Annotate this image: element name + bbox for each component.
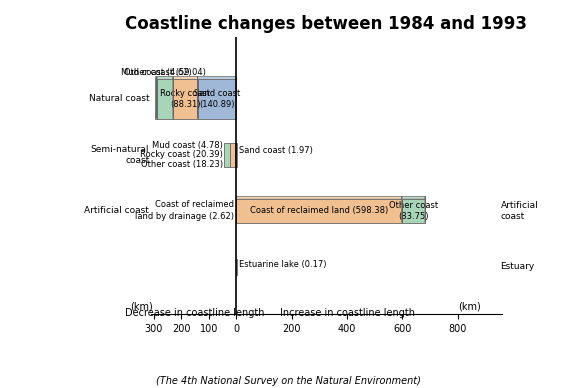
Text: (The 4th National Survey on the Natural Environment): (The 4th National Survey on the Natural … — [156, 376, 420, 386]
Text: Increase in coastline length: Increase in coastline length — [279, 308, 415, 318]
Text: Sand coast
(140.89): Sand coast (140.89) — [194, 89, 240, 109]
Bar — [402, 199, 425, 223]
Bar — [235, 143, 237, 167]
Text: Natural coast: Natural coast — [89, 94, 149, 104]
Text: Rocky coast
(88.31): Rocky coast (88.31) — [160, 89, 210, 109]
Polygon shape — [156, 76, 157, 79]
Text: Other coast (59.04): Other coast (59.04) — [124, 68, 206, 77]
Text: Estuarine lake (0.17): Estuarine lake (0.17) — [238, 260, 326, 268]
Text: Semi-natural
coast: Semi-natural coast — [91, 145, 149, 165]
Text: Coast of reclaimed: Coast of reclaimed — [156, 200, 234, 209]
Polygon shape — [173, 76, 198, 79]
Text: (km): (km) — [130, 301, 153, 312]
Bar — [229, 143, 235, 167]
Text: Other coast (18.23): Other coast (18.23) — [141, 160, 223, 169]
Text: Rocky coast (20.39): Rocky coast (20.39) — [140, 151, 223, 159]
Text: Other coast
(83.75): Other coast (83.75) — [389, 201, 438, 221]
Text: Decrease in coastline length: Decrease in coastline length — [125, 308, 265, 318]
Bar — [157, 79, 173, 118]
Bar — [198, 79, 237, 118]
Polygon shape — [237, 196, 402, 199]
Text: Artificial coast: Artificial coast — [85, 206, 149, 215]
Polygon shape — [198, 76, 237, 79]
Bar — [225, 143, 229, 167]
Bar — [156, 79, 157, 118]
Text: Mud coast (4.78): Mud coast (4.78) — [152, 141, 223, 150]
Bar — [236, 199, 237, 223]
Text: Estuary: Estuary — [501, 262, 535, 271]
Bar — [173, 79, 198, 118]
Text: Artificial
coast: Artificial coast — [501, 201, 539, 221]
Text: land by drainage (2.62): land by drainage (2.62) — [135, 212, 234, 221]
Text: Mud coast (4.62): Mud coast (4.62) — [121, 68, 191, 77]
Polygon shape — [402, 196, 425, 199]
Text: Sand coast (1.97): Sand coast (1.97) — [238, 146, 313, 155]
Polygon shape — [157, 76, 173, 79]
Text: Coast of reclaimed land (598.38): Coast of reclaimed land (598.38) — [250, 206, 388, 215]
Title: Coastline changes between 1984 and 1993: Coastline changes between 1984 and 1993 — [126, 15, 528, 33]
Bar — [237, 199, 402, 223]
Text: (km): (km) — [458, 301, 481, 312]
